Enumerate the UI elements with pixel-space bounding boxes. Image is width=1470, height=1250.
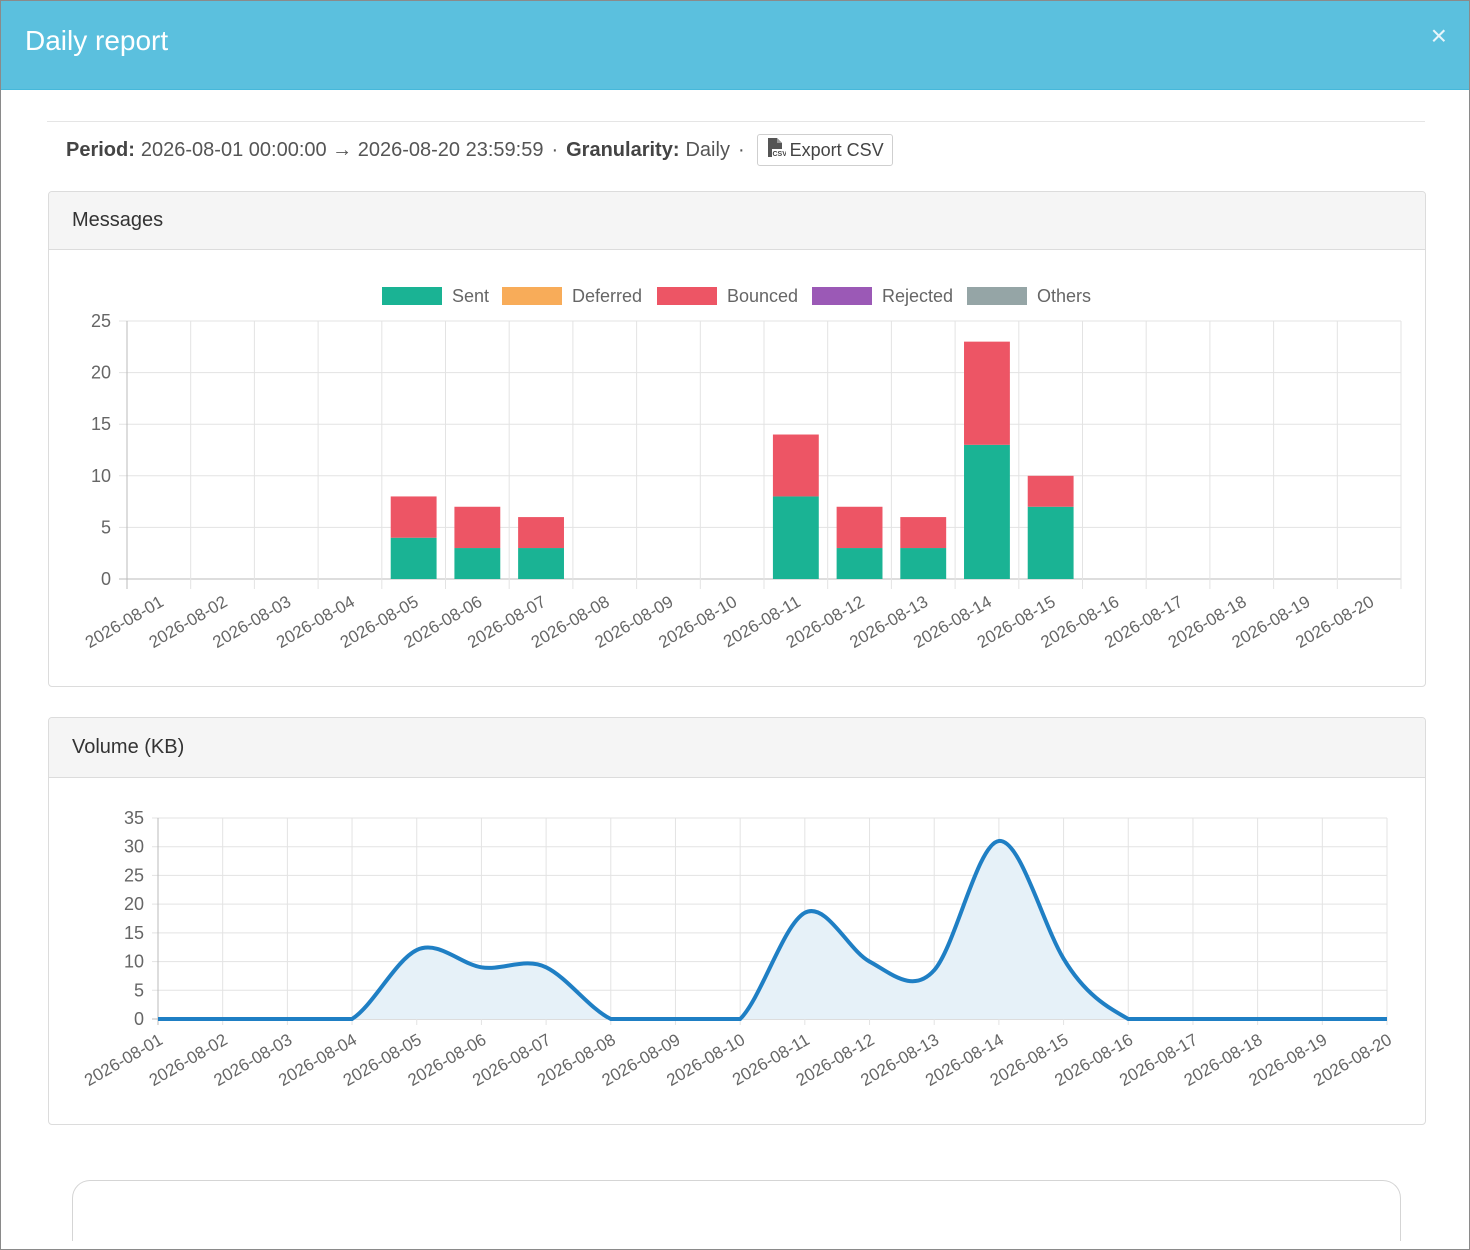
legend-swatch [502, 287, 562, 305]
y-tick-label: 5 [134, 980, 144, 1000]
bar-sent [964, 444, 1010, 579]
volume-line [158, 838, 1387, 1021]
volume-chart: 051015202530352026-08-012026-08-022026-0… [81, 808, 1395, 1090]
close-icon[interactable]: × [1430, 20, 1447, 51]
bar-bounced [454, 506, 501, 549]
legend-label: Deferred [572, 286, 642, 306]
messages-panel-title: Messages [49, 192, 1425, 250]
bar-sent [390, 537, 437, 579]
bar-bounced [964, 341, 1010, 445]
messages-chart: Sent Deferred Bounced Rejected Others 0 5 10 15 2… [82, 286, 1402, 652]
bar-sent [772, 496, 819, 579]
volume-area [158, 840, 1387, 1019]
legend-swatch [812, 287, 872, 305]
y-tick-label: 5 [101, 517, 111, 537]
volume-panel: Volume (KB) 0 5 10 15 20 25 30 35 2026-08-01 2026… [48, 717, 1426, 1125]
bar-bounced [900, 517, 947, 549]
y-tick-label: 10 [124, 952, 144, 972]
bar-bounced [390, 496, 437, 538]
y-tick-label: 25 [124, 865, 144, 885]
period-row: Period: 2026-08-01 00:00:00 → 2026-08-20… [66, 134, 893, 166]
csv-file-icon: CSV [766, 137, 787, 164]
bottom-panel [72, 1180, 1401, 1241]
bar-bounced [1027, 475, 1074, 507]
svg-text:CSV: CSV [772, 151, 786, 158]
export-csv-label: Export CSV [789, 139, 884, 160]
bar-bounced [772, 434, 819, 497]
granularity-value: Daily [685, 138, 730, 161]
legend-label: Sent [452, 286, 489, 306]
bar-bounced [518, 517, 564, 549]
granularity-label: Granularity: [566, 138, 680, 161]
separator: · [551, 138, 559, 161]
period-label: Period: [66, 138, 135, 161]
bar-sent [454, 548, 501, 579]
y-tick-label: 0 [134, 1009, 144, 1029]
y-tick-label: 0 [101, 569, 111, 589]
bar-sent [900, 548, 947, 579]
modal-header: Daily report × [1, 1, 1469, 90]
legend-label: Others [1037, 286, 1091, 306]
modal-title: Daily report [25, 25, 169, 56]
bar-sent [1027, 506, 1074, 579]
legend-swatch [967, 287, 1027, 305]
bar-sent [836, 548, 883, 579]
y-tick-label: 20 [124, 894, 144, 914]
y-tick-label: 20 [91, 363, 111, 383]
legend-swatch [657, 287, 717, 305]
volume-panel-title: Volume (KB) [49, 718, 1425, 778]
y-tick-label: 25 [91, 311, 111, 331]
y-tick-label: 30 [124, 837, 144, 857]
period-value: 2026-08-01 00:00:00 → 2026-08-20 23:59:5… [140, 138, 544, 161]
bar-bounced [836, 506, 883, 549]
y-tick-label: 15 [91, 414, 111, 434]
legend-swatch [382, 287, 442, 305]
legend-label: Rejected [882, 286, 953, 306]
y-tick-label: 35 [124, 808, 144, 828]
export-csv-button[interactable]: CSV Export CSV [756, 134, 893, 166]
messages-panel: Messages Sent Deferred Bounced Rejected Othe… [48, 191, 1426, 687]
y-tick-label: 10 [91, 466, 111, 486]
bar-sent [518, 548, 564, 579]
y-tick-label: 15 [124, 923, 144, 943]
divider [47, 121, 1425, 122]
legend-label: Bounced [727, 286, 798, 306]
separator: · [737, 138, 745, 161]
